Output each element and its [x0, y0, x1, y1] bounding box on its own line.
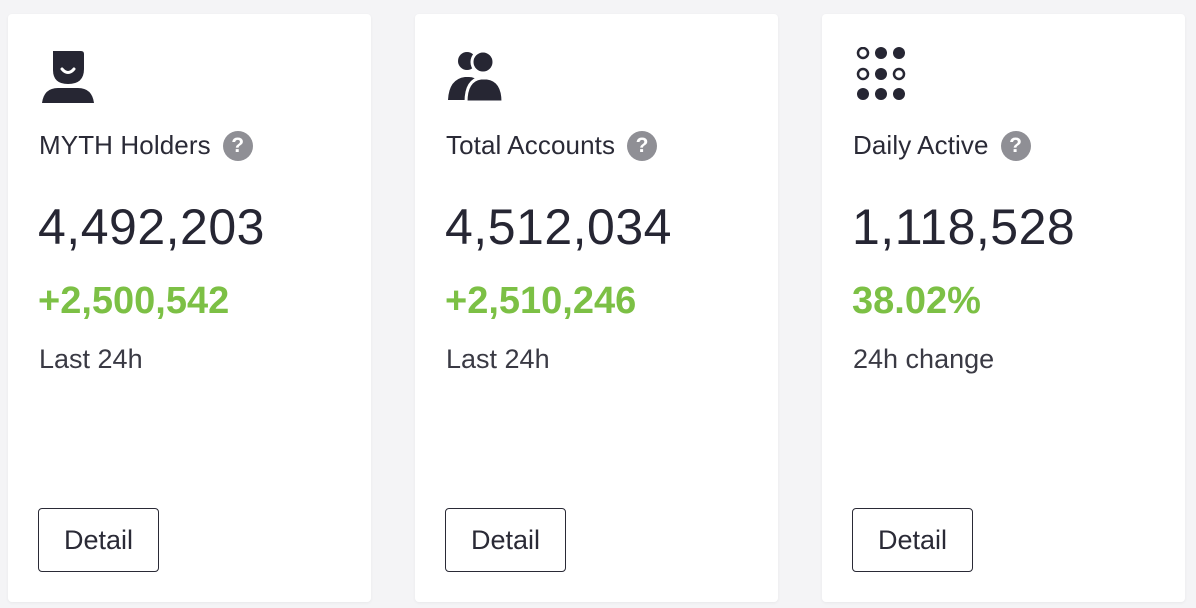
card-title: MYTH Holders [39, 130, 211, 160]
card-value: 4,512,034 [445, 199, 672, 255]
card-title-row: Daily Active ? [853, 130, 1031, 161]
card-value: 1,118,528 [852, 199, 1076, 255]
card-daily-active: Daily Active ? 1,118,528 38.02% 24h chan… [822, 14, 1185, 602]
detail-button[interactable]: Detail [38, 508, 159, 572]
help-icon[interactable]: ? [222, 130, 253, 161]
detail-button[interactable]: Detail [445, 508, 566, 572]
help-icon[interactable]: ? [1000, 130, 1031, 161]
card-period: Last 24h [39, 344, 143, 374]
detail-button[interactable]: Detail [852, 508, 973, 572]
card-change: +2,510,246 [445, 280, 637, 322]
stats-cards: MYTH Holders ? 4,492,203 +2,500,542 Last… [8, 14, 1185, 602]
card-title: Total Accounts [446, 130, 616, 160]
users-group-icon [447, 47, 503, 103]
help-icon[interactable]: ? [627, 130, 658, 161]
card-total-accounts: Total Accounts ? 4,512,034 +2,510,246 La… [415, 14, 778, 602]
card-period: Last 24h [446, 344, 550, 374]
card-change: 38.02% [852, 280, 981, 322]
card-title-row: MYTH Holders ? [39, 130, 253, 161]
card-title-row: Total Accounts ? [446, 130, 658, 161]
user-smile-icon [40, 47, 96, 103]
card-myth-holders: MYTH Holders ? 4,492,203 +2,500,542 Last… [8, 14, 371, 602]
card-value: 4,492,203 [38, 199, 265, 255]
card-period: 24h change [853, 344, 995, 374]
card-title: Daily Active [853, 130, 989, 160]
card-change: +2,500,542 [38, 280, 230, 322]
dots-grid-icon [854, 47, 910, 103]
